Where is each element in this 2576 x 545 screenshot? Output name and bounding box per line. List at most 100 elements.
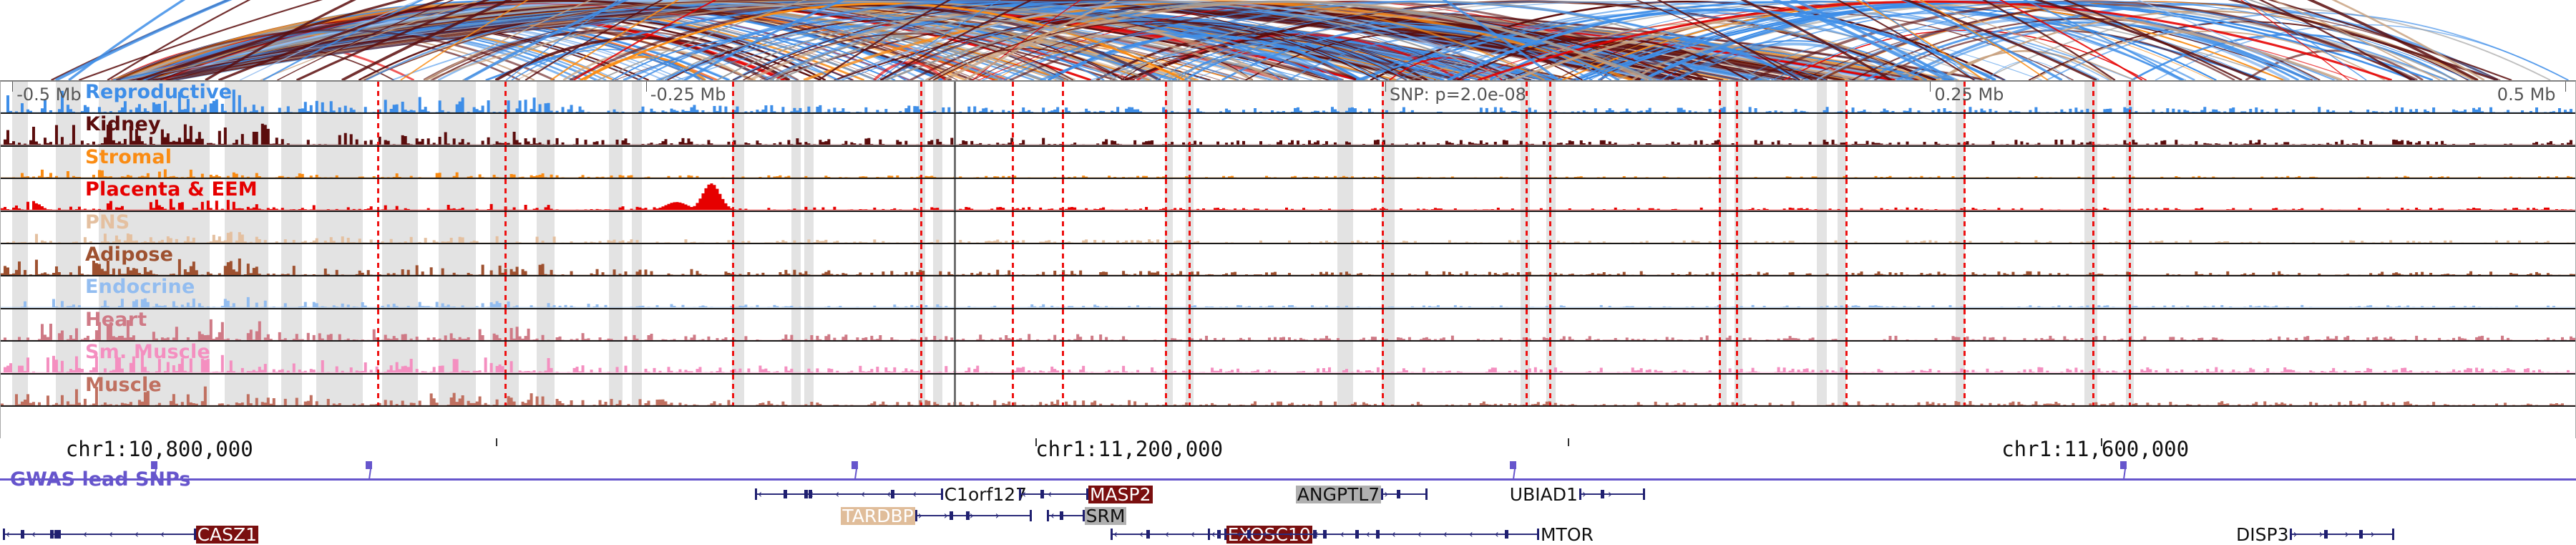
gene-strand-arrow: ‹ bbox=[1113, 527, 1118, 541]
highlight-band bbox=[1837, 276, 1847, 308]
gwas-snp-mark[interactable] bbox=[2119, 461, 2127, 469]
gene-srm[interactable]: ‹ SRM bbox=[1047, 505, 1127, 526]
gene-label[interactable]: CASZ1 bbox=[195, 524, 259, 545]
highlight-band bbox=[225, 179, 269, 211]
gene-label[interactable]: MTOR bbox=[1540, 524, 1594, 545]
gene-label[interactable]: UBIAD1 bbox=[1509, 483, 1578, 505]
highlight-band bbox=[1956, 374, 1965, 405]
gene-exon bbox=[950, 511, 954, 520]
snp-marker-line bbox=[1963, 243, 1966, 276]
highlight-band bbox=[804, 276, 814, 308]
highlight-band bbox=[1337, 342, 1353, 373]
highlight-band bbox=[1337, 82, 1353, 113]
snp-marker-line bbox=[504, 243, 507, 276]
interaction-arc bbox=[1864, 21, 2299, 80]
highlight-band bbox=[732, 374, 744, 405]
snp-marker-line bbox=[732, 276, 735, 308]
highlight-band bbox=[439, 243, 477, 276]
gene-label[interactable]: ANGPTL7 bbox=[1295, 483, 1382, 505]
highlight-band bbox=[1837, 374, 1847, 405]
gene-strand-arrow: ‹ bbox=[1288, 527, 1293, 541]
signal-histogram-placenta-eem bbox=[1, 183, 2575, 211]
gwas-snp-mark[interactable] bbox=[150, 461, 157, 469]
snp-marker-line bbox=[1719, 342, 1722, 373]
gene-casz1[interactable]: ‹‹‹‹‹‹‹CASZ1 bbox=[2, 524, 259, 545]
highlight-band bbox=[804, 146, 814, 178]
snp-marker-line bbox=[504, 342, 507, 373]
snp-marker-line bbox=[376, 243, 379, 276]
highlight-band bbox=[56, 276, 81, 308]
axis-tick-label: SNP: p=2.0e-08 bbox=[1390, 85, 1526, 105]
gene-end-cap bbox=[754, 488, 757, 500]
highlight-band bbox=[1956, 114, 1965, 145]
snp-marker-line bbox=[1526, 243, 1528, 276]
highlight-band bbox=[12, 146, 28, 178]
gene-body: › bbox=[1381, 488, 1428, 501]
gene-axis-line bbox=[914, 515, 1033, 516]
axis-tick-label: -0.5 Mb bbox=[16, 85, 82, 105]
interaction-arc bbox=[660, 32, 1002, 80]
gene-angptl7[interactable]: ANGPTL7 › bbox=[1295, 483, 1428, 505]
gene-strand-arrow: ‹ bbox=[108, 527, 113, 541]
highlight-band bbox=[1719, 179, 1727, 211]
highlight-band bbox=[316, 179, 363, 211]
gene-strand-arrow: ‹ bbox=[1021, 487, 1027, 501]
snp-marker-line bbox=[1062, 276, 1065, 308]
gene-disp3[interactable]: DISP3 › › › › bbox=[2235, 524, 2395, 545]
gene-end-cap bbox=[914, 510, 917, 521]
gene-exon bbox=[804, 490, 809, 498]
snp-marker-line bbox=[1012, 309, 1014, 341]
center-position-line bbox=[954, 114, 956, 145]
gene-strand-arrow: › bbox=[1581, 487, 1587, 501]
snp-marker-line bbox=[732, 211, 735, 243]
snp-marker-line bbox=[1062, 114, 1065, 145]
highlight-band bbox=[804, 243, 814, 276]
highlight-band bbox=[98, 276, 210, 308]
gene-label[interactable]: C1orf127 bbox=[944, 483, 1028, 505]
gwas-snp-mark[interactable] bbox=[366, 461, 373, 469]
ruler-coordinate-label: chr1:11,200,000 bbox=[1035, 437, 1224, 461]
highlight-band bbox=[608, 211, 623, 243]
gwas-snp-mark[interactable] bbox=[851, 461, 858, 469]
highlight-band bbox=[56, 179, 81, 211]
snp-marker-line bbox=[2092, 309, 2095, 341]
snp-marker-line bbox=[1012, 243, 1014, 276]
highlight-band bbox=[1837, 114, 1847, 145]
gene-label[interactable]: MASP2 bbox=[1088, 483, 1153, 505]
gene-exon bbox=[1376, 530, 1380, 539]
gene-strand-arrow: › bbox=[1384, 487, 1389, 501]
highlight-band bbox=[1165, 82, 1173, 113]
snp-marker-line bbox=[1735, 374, 1738, 405]
snp-marker-line bbox=[1963, 211, 1966, 243]
gene-masp2[interactable]: ‹ ‹ MASP2 bbox=[1018, 483, 1153, 505]
gene-strand-arrow: ‹ bbox=[1391, 527, 1396, 541]
highlight-band bbox=[1734, 114, 1742, 145]
highlight-band bbox=[281, 342, 303, 373]
highlight-band bbox=[1337, 276, 1353, 308]
highlight-band bbox=[12, 342, 28, 373]
gene-label[interactable]: DISP3 bbox=[2236, 524, 2289, 545]
highlight-band bbox=[1734, 211, 1742, 243]
snp-marker-line bbox=[1012, 114, 1014, 145]
highlight-band bbox=[791, 82, 801, 113]
gwas-snp-mark[interactable] bbox=[1509, 461, 1516, 469]
gene-c1orf127[interactable]: ‹‹‹‹‹‹‹C1orf127 bbox=[754, 483, 1028, 505]
highlight-band bbox=[536, 276, 555, 308]
gene-strand-arrow: › bbox=[969, 508, 975, 522]
gene-annotation-panel: ‹‹‹‹‹‹‹CASZ1‹‹‹‹‹‹‹C1orf127TARDBP››››‹‹M… bbox=[0, 478, 2576, 544]
gene-ubiad1[interactable]: UBIAD1 › › bbox=[1508, 483, 1645, 505]
gene-mtor[interactable]: ‹‹‹‹‹‹‹‹‹‹‹‹MTOR bbox=[1208, 524, 1594, 545]
highlight-band bbox=[12, 243, 28, 276]
snp-marker-line bbox=[1963, 114, 1966, 145]
gene-body: ‹‹‹‹‹‹‹ bbox=[2, 527, 196, 541]
snp-marker-line bbox=[1188, 211, 1191, 243]
highlight-band bbox=[316, 342, 363, 373]
gene-end-cap bbox=[1030, 510, 1033, 521]
snp-marker-line bbox=[1548, 374, 1551, 405]
gene-label[interactable]: TARDBP bbox=[841, 505, 915, 526]
interaction-arc bbox=[658, 1, 1444, 80]
gene-strand-arrow: › bbox=[1607, 487, 1613, 501]
center-position-line bbox=[954, 276, 956, 308]
gene-tardbp[interactable]: TARDBP › › › › bbox=[841, 505, 1033, 526]
gene-label[interactable]: SRM bbox=[1084, 505, 1127, 526]
